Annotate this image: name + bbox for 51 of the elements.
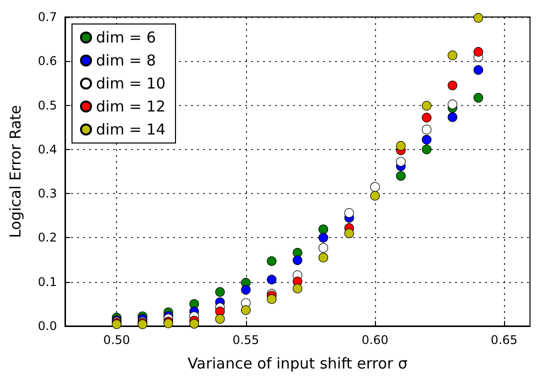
point xyxy=(474,47,484,57)
point xyxy=(396,156,406,167)
y-tick-label: 0.0 xyxy=(38,319,57,333)
point xyxy=(292,284,302,294)
point xyxy=(422,134,432,145)
point xyxy=(396,171,406,181)
point xyxy=(448,100,458,110)
point xyxy=(318,224,328,234)
x-tick-label: 0.65 xyxy=(490,333,518,347)
point xyxy=(292,255,302,266)
legend-label: dim = 6 xyxy=(96,28,156,46)
point xyxy=(215,314,225,324)
point xyxy=(422,112,432,122)
point xyxy=(474,65,484,75)
y-tick-label: 0.5 xyxy=(38,98,57,112)
legend-label: dim = 14 xyxy=(96,120,166,138)
point xyxy=(318,232,328,243)
point xyxy=(241,305,251,315)
x-tick-label: 0.50 xyxy=(103,333,130,347)
point xyxy=(215,287,225,297)
point xyxy=(241,285,251,295)
point xyxy=(370,190,380,201)
point xyxy=(292,248,302,258)
point xyxy=(318,252,328,262)
x-tick-label: 0.60 xyxy=(362,333,388,347)
y-tick-label: 0.7 xyxy=(38,10,57,24)
point xyxy=(448,112,458,122)
point xyxy=(266,294,276,304)
point xyxy=(396,141,406,151)
legend-label: dim = 8 xyxy=(96,52,156,70)
point xyxy=(189,318,199,329)
point xyxy=(474,13,484,23)
point xyxy=(344,228,354,238)
point xyxy=(448,50,458,60)
y-tick-label: 0.6 xyxy=(38,54,57,68)
point xyxy=(266,274,276,284)
point xyxy=(344,208,354,218)
legend-label: dim = 12 xyxy=(96,98,166,116)
x-tick-label: 0.55 xyxy=(232,333,260,347)
y-tick-label: 0.4 xyxy=(38,142,57,156)
y-axis-title: Logical Error Rate xyxy=(6,104,24,238)
point xyxy=(422,100,432,111)
legend-label: dim = 10 xyxy=(96,74,166,92)
y-tick-label: 0.3 xyxy=(38,186,57,201)
x-axis-title: Variance of input shift error σ xyxy=(188,354,408,372)
y-tick-label: 0.1 xyxy=(38,274,57,289)
point xyxy=(266,256,276,266)
point xyxy=(448,80,458,90)
y-tick-label: 0.2 xyxy=(38,230,57,245)
point xyxy=(422,144,432,154)
point xyxy=(474,92,484,103)
